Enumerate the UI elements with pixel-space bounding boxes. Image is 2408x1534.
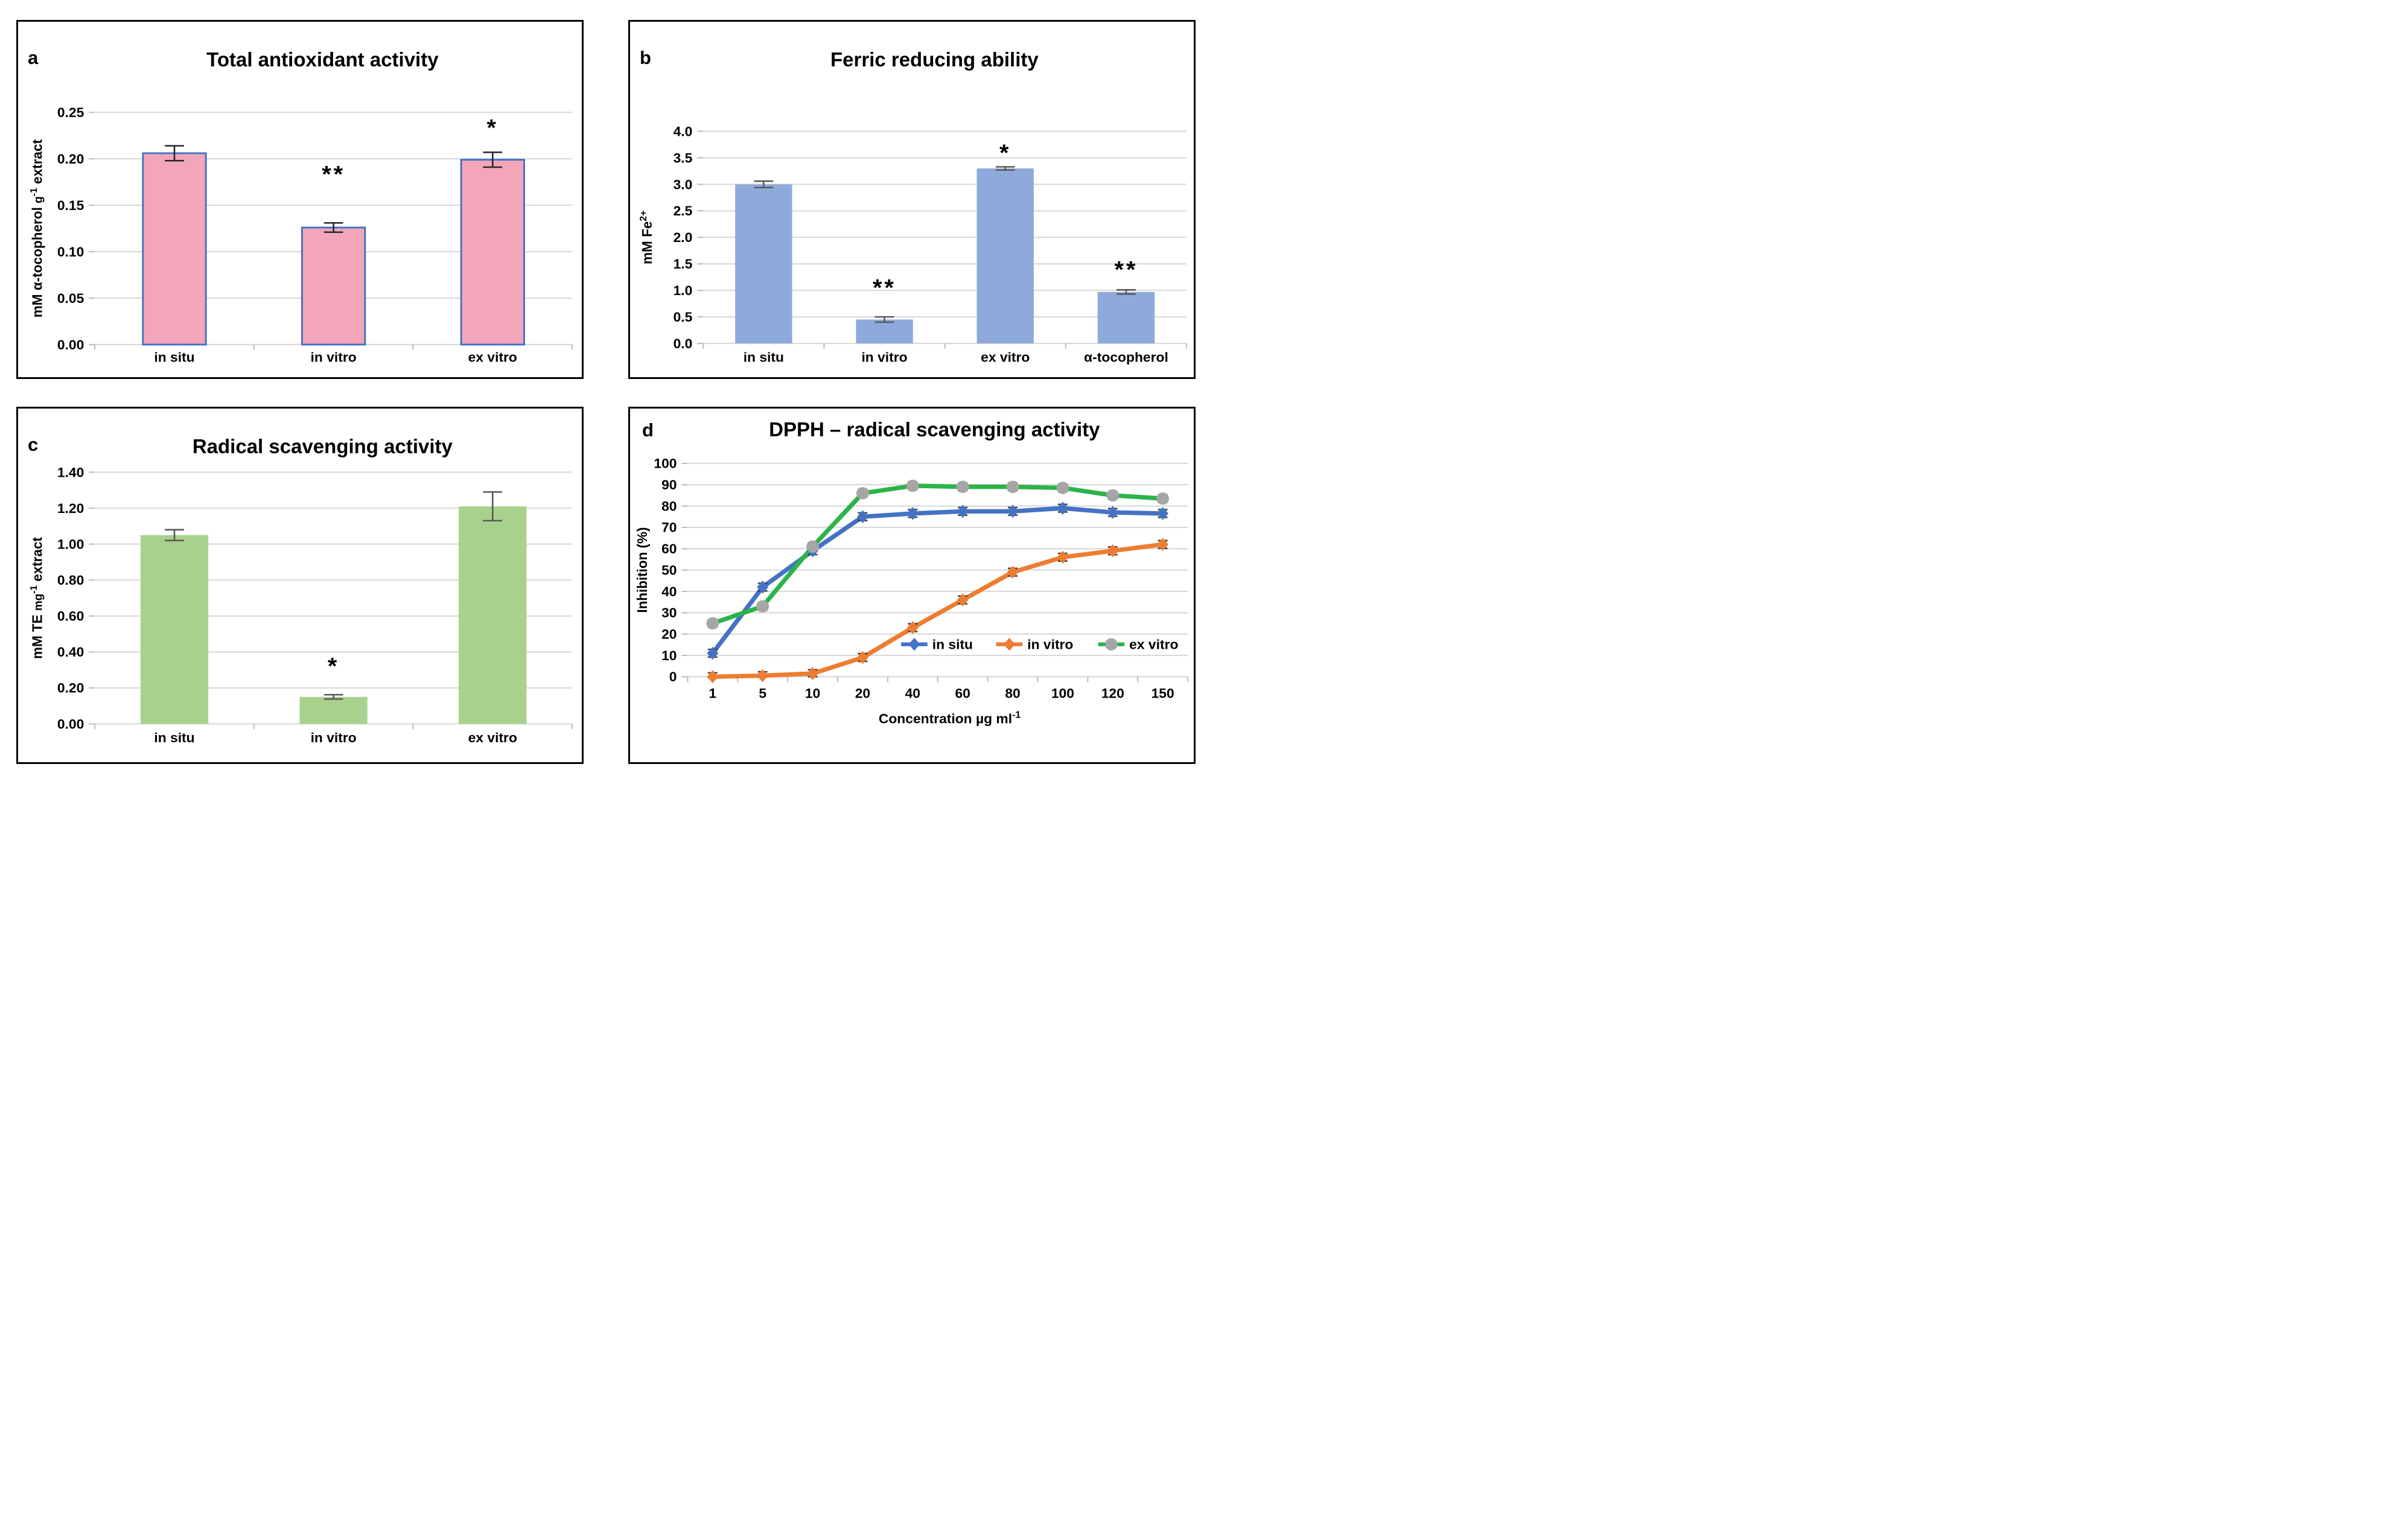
svg-text:20: 20: [855, 686, 870, 701]
svg-text:3.5: 3.5: [674, 150, 693, 166]
panel-title-b: Ferric reducing ability: [830, 48, 1039, 71]
svg-text:mM α-tocopherol g-1 extract: mM α-tocopherol g-1 extract: [29, 139, 45, 318]
svg-text:0.10: 0.10: [57, 244, 84, 259]
svg-text:50: 50: [661, 562, 677, 578]
svg-text:30: 30: [661, 605, 677, 620]
line-chart-dpph-radical-scavenging: 0 10 20 30 40 50 60 70 80 90 100 Inhibition (%) 1 5 10…: [634, 456, 1189, 727]
svg-text:1.5: 1.5: [674, 256, 693, 272]
bar-chart-total-antioxidant-activity: 0.00 0.05 0.10 0.15 0.20 0.25 mM α-tocopherol …: [29, 104, 573, 365]
svg-text:1.40: 1.40: [57, 464, 84, 480]
svg-text:5: 5: [759, 686, 766, 701]
svg-text:in situ: in situ: [154, 349, 194, 365]
svg-text:80: 80: [1005, 686, 1020, 701]
svg-text:70: 70: [661, 520, 677, 535]
svg-text:*: *: [328, 653, 339, 679]
svg-text:*: *: [487, 115, 498, 141]
svg-text:**: **: [873, 275, 896, 301]
panel-d-dpph-line-chart: 0 10 20 30 40 50 60 70 80 90 100 Inhibition (%) 1 5 10…: [628, 407, 1196, 764]
svg-text:in situ: in situ: [744, 349, 784, 365]
svg-text:0: 0: [669, 669, 677, 684]
svg-text:20: 20: [661, 626, 677, 642]
panel-title-d: DPPH – radical scavenging activity: [769, 418, 1100, 441]
svg-text:Inhibition (%): Inhibition (%): [634, 527, 650, 613]
svg-text:1.00: 1.00: [57, 536, 84, 552]
svg-text:in vitro: in vitro: [311, 349, 357, 365]
svg-text:2.5: 2.5: [674, 203, 693, 218]
svg-text:in situ: in situ: [932, 637, 973, 652]
svg-text:60: 60: [661, 541, 677, 556]
panel-letter-b: b: [640, 47, 651, 68]
svg-text:mM TE mg-1 extract: mM TE mg-1 extract: [29, 537, 45, 659]
figure-four-panel-antioxidant-charts: 0.00 0.05 0.10 0.15 0.20 0.25 mM α-tocopherol …: [0, 0, 1204, 770]
svg-text:0.5: 0.5: [674, 309, 693, 325]
svg-text:60: 60: [955, 686, 970, 701]
bar-chart-ferric-reducing-ability: 0.0 0.5 1.0 1.5 2.0 2.5 3.0 3.5 4.0 mM Fe2+ in sit…: [639, 124, 1188, 365]
panel-title-a: Total antioxidant activity: [206, 48, 439, 71]
svg-text:in situ: in situ: [154, 730, 194, 745]
svg-text:0.80: 0.80: [57, 572, 84, 588]
panel-letter-c: c: [28, 434, 39, 455]
svg-text:in vitro: in vitro: [311, 730, 357, 745]
svg-text:1.0: 1.0: [674, 282, 693, 298]
svg-text:**: **: [322, 161, 345, 188]
svg-text:in vitro: in vitro: [861, 349, 907, 365]
svg-text:4.0: 4.0: [674, 124, 693, 139]
svg-text:0.60: 0.60: [57, 608, 84, 624]
panel-title-c: Radical scavenging activity: [192, 435, 453, 457]
svg-text:0.25: 0.25: [57, 104, 84, 120]
svg-text:*: *: [999, 140, 1011, 167]
svg-text:0.05: 0.05: [57, 290, 84, 306]
svg-text:α-tocopherol: α-tocopherol: [1084, 349, 1168, 365]
svg-text:120: 120: [1101, 686, 1124, 701]
svg-text:0.00: 0.00: [57, 716, 84, 732]
svg-text:ex vitro: ex vitro: [1129, 637, 1178, 652]
svg-text:0.20: 0.20: [57, 680, 84, 696]
svg-text:100: 100: [1051, 686, 1074, 701]
bar-chart-radical-scavenging-activity: 0.00 0.20 0.40 0.60 0.80 1.00 1.20 1.40 mM TE mg…: [29, 464, 573, 745]
svg-text:10: 10: [805, 686, 820, 701]
svg-text:1: 1: [709, 686, 716, 701]
svg-text:1.20: 1.20: [57, 500, 84, 516]
svg-text:3.0: 3.0: [674, 176, 693, 192]
svg-text:10: 10: [661, 648, 677, 663]
svg-text:150: 150: [1151, 686, 1174, 701]
panel-letter-d: d: [642, 419, 654, 441]
panel-a-total-antioxidant-activity: 0.00 0.05 0.10 0.15 0.20 0.25 mM α-tocopherol …: [16, 20, 584, 379]
svg-text:**: **: [1115, 256, 1138, 283]
panel-b-ferric-reducing-ability: 0.0 0.5 1.0 1.5 2.0 2.5 3.0 3.5 4.0 mM Fe2+ in sit…: [628, 20, 1196, 379]
svg-text:Concentration µg ml-1: Concentration µg ml-1: [879, 710, 1021, 727]
panel-letter-a: a: [28, 47, 39, 68]
svg-text:0.00: 0.00: [57, 337, 84, 352]
svg-text:0.15: 0.15: [57, 197, 84, 213]
svg-text:40: 40: [905, 686, 920, 701]
svg-text:0.40: 0.40: [57, 644, 84, 660]
svg-text:ex vitro: ex vitro: [468, 730, 517, 745]
svg-text:40: 40: [661, 584, 677, 599]
svg-text:in vitro: in vitro: [1027, 637, 1073, 652]
svg-text:100: 100: [654, 456, 677, 471]
svg-text:90: 90: [661, 477, 677, 492]
svg-text:2.0: 2.0: [674, 229, 693, 245]
panel-c-radical-scavenging-activity: 0.00 0.20 0.40 0.60 0.80 1.00 1.20 1.40 mM TE mg…: [16, 407, 584, 764]
svg-text:ex vitro: ex vitro: [468, 349, 517, 365]
svg-text:0.0: 0.0: [674, 336, 693, 351]
svg-text:80: 80: [661, 498, 677, 514]
svg-text:0.20: 0.20: [57, 151, 84, 167]
svg-text:mM Fe2+: mM Fe2+: [639, 211, 655, 264]
svg-text:ex vitro: ex vitro: [981, 349, 1030, 365]
